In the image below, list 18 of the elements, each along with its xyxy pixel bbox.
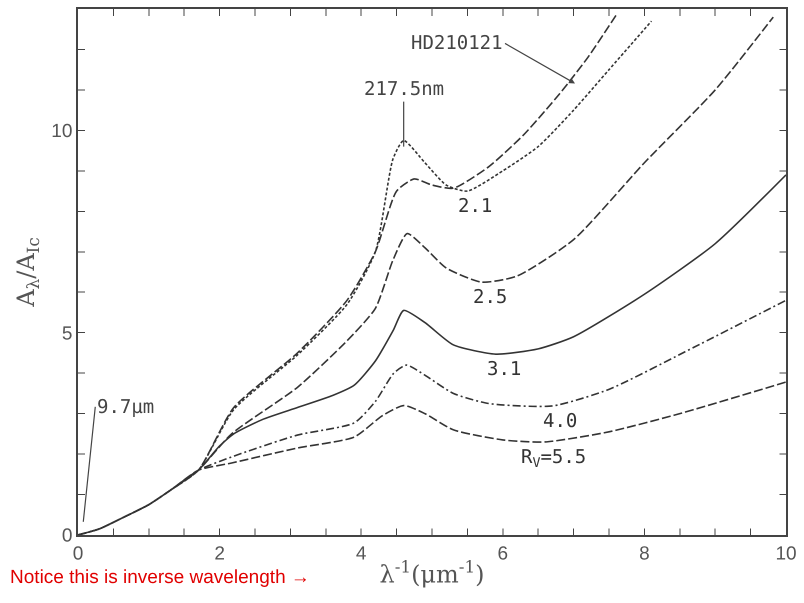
series-label: R$_{V}$=5.5 (521, 446, 586, 471)
x-tick-label: 8 (639, 544, 650, 565)
y-tick-label: 5 (62, 323, 72, 344)
series-label: 3.1 (487, 358, 522, 380)
text: Notice this is inverse wavelength → (10, 567, 310, 588)
annotation: 217.5nm (364, 78, 444, 100)
series-label: 4.0 (543, 410, 578, 432)
annotation: 9.7μm (97, 396, 154, 418)
x-tick-label: 6 (498, 544, 508, 565)
y-tick-label: 10 (51, 121, 72, 142)
series-label: 2.1 (458, 195, 492, 217)
annotation: HD210121 (411, 32, 503, 54)
y-tick-label: 0 (62, 526, 72, 547)
series-label: 2.5 (473, 286, 508, 308)
x-tick-label: 10 (775, 544, 797, 565)
x-tick-label: 4 (356, 544, 367, 565)
x-axis-title: λ$^{-1}$(μm$^{-1}$) (379, 556, 485, 588)
x-tick-label: 2 (214, 544, 225, 565)
